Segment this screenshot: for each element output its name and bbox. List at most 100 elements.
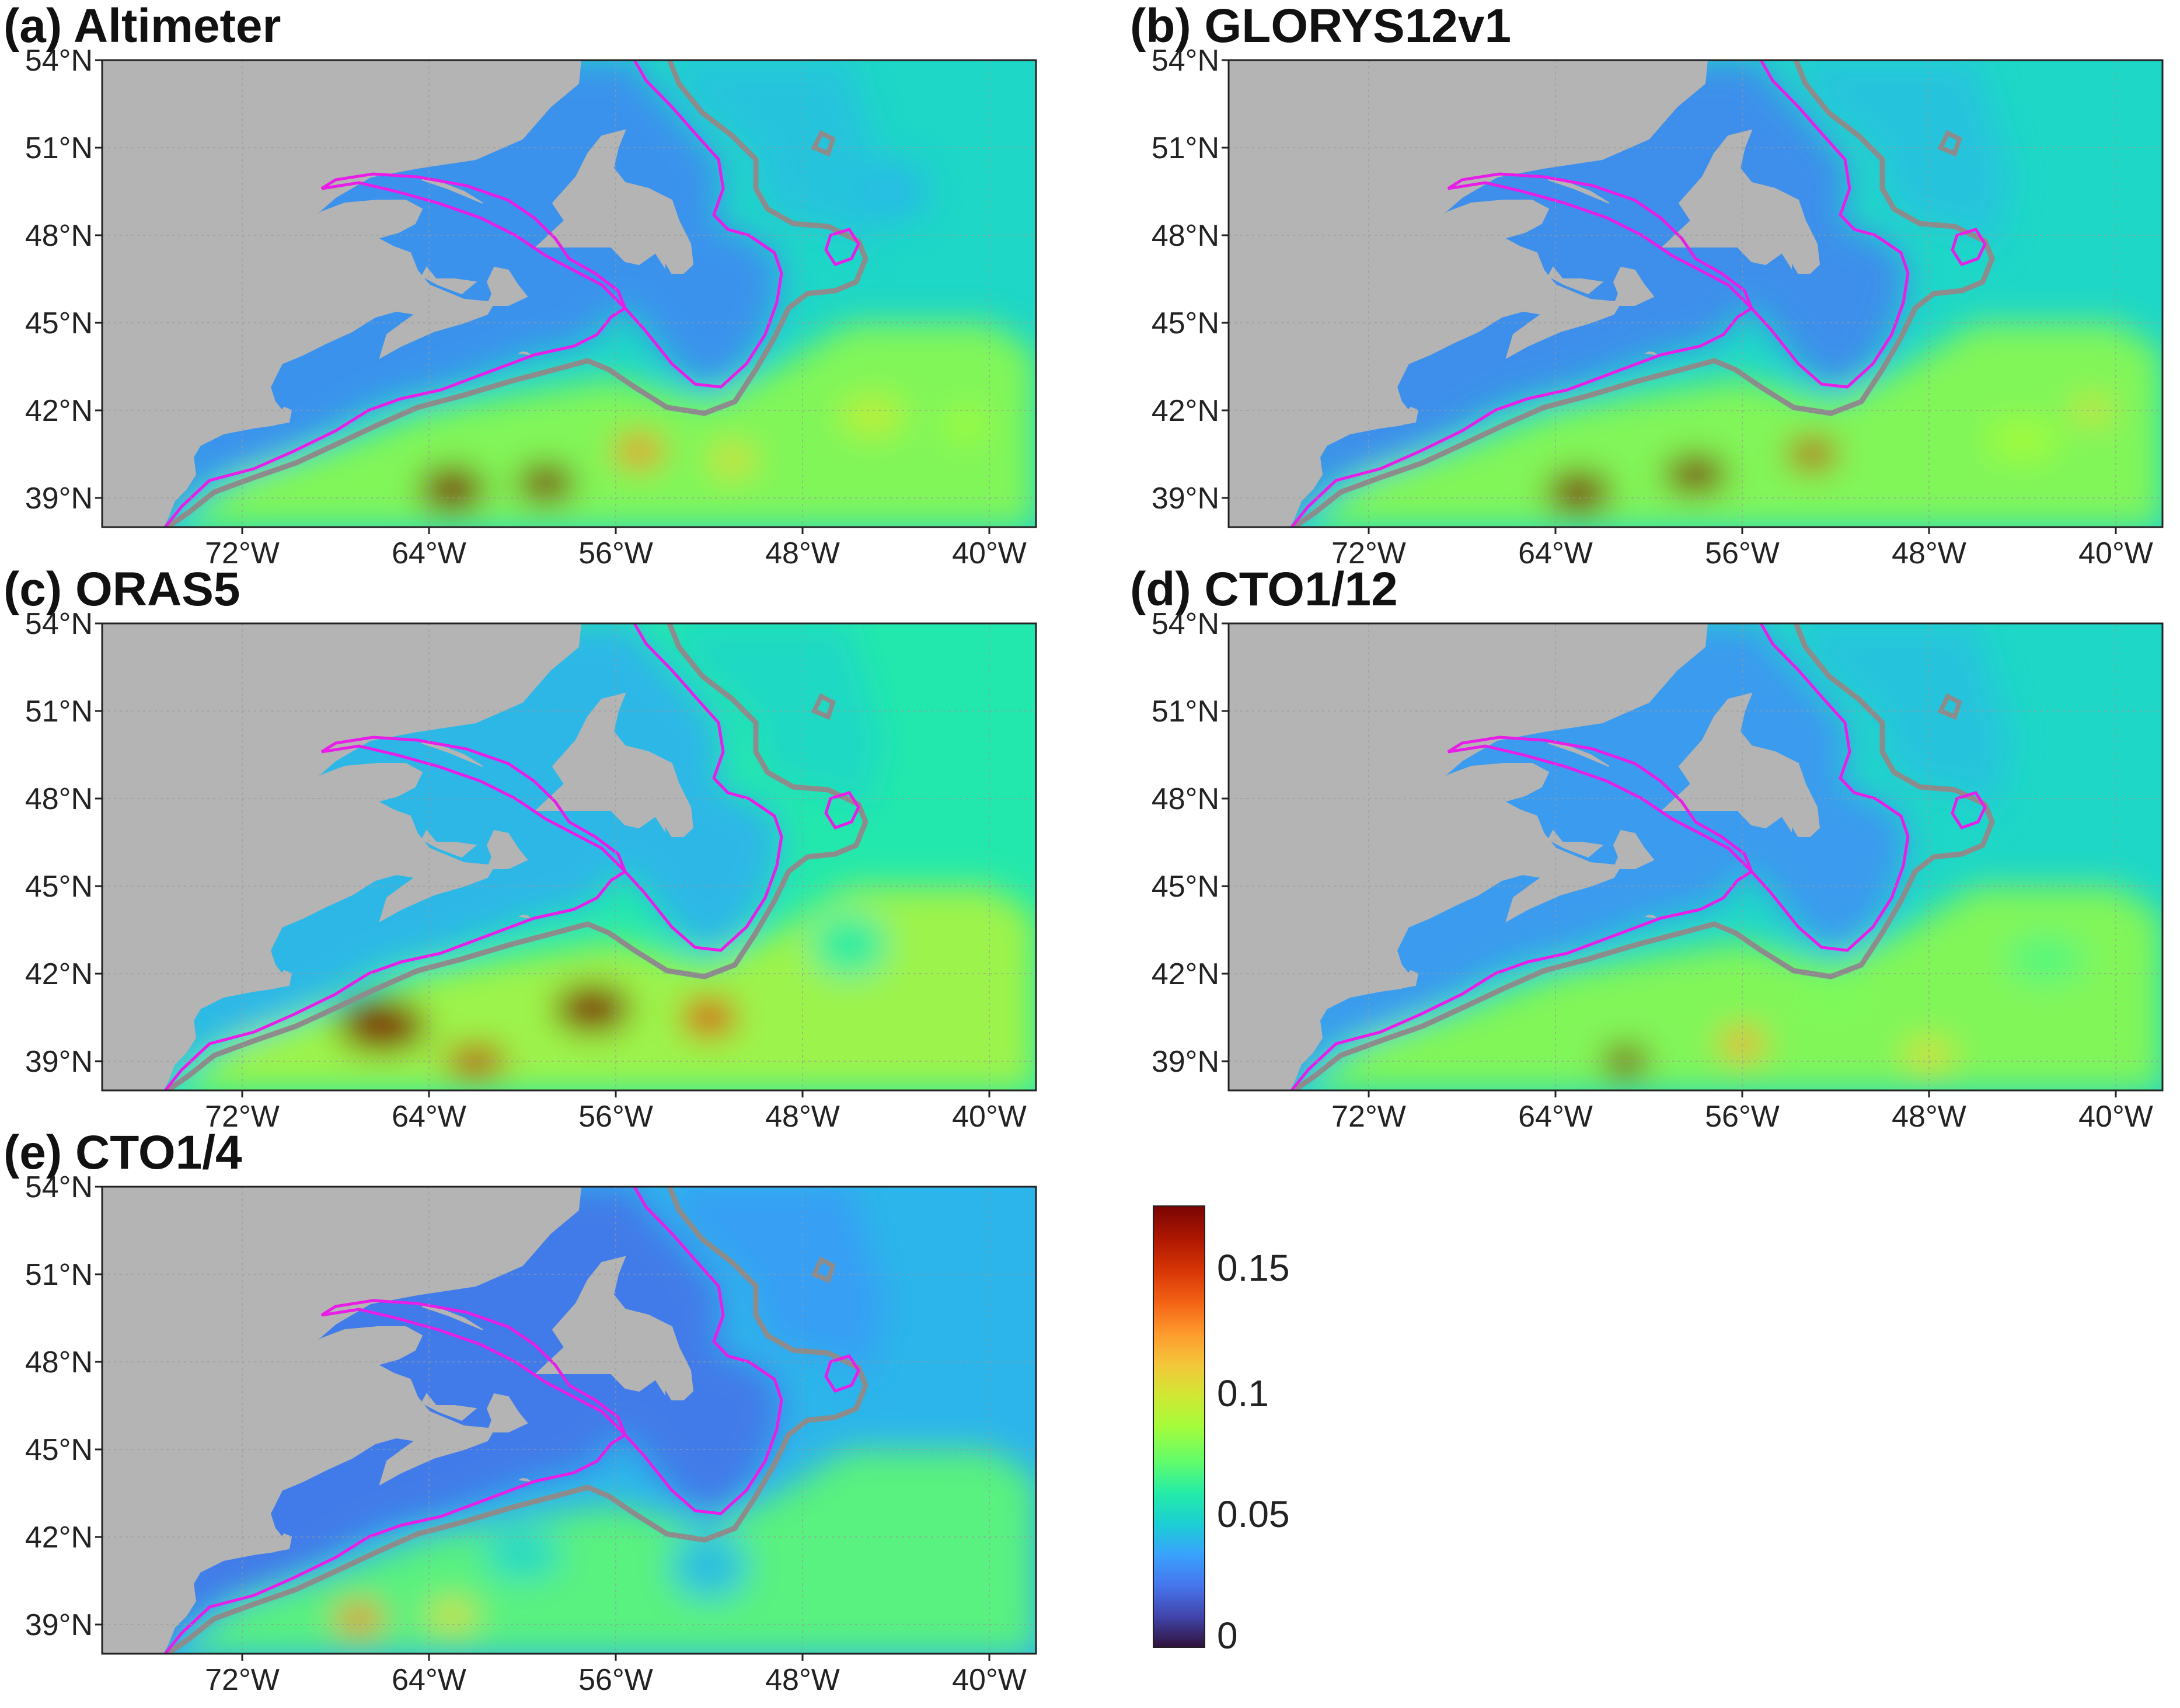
lon-tick-label: 56°W [1705,1100,1780,1134]
panel-title: (d) CTO1/12 [1130,563,1398,616]
contour-laurentian [320,736,627,873]
contour-deep-loop [811,693,836,720]
contour-laurentian [320,1299,627,1436]
lat-tick-label: 45°N [1152,306,1219,340]
plot-frame [101,59,1037,528]
lat-tick-label: 48°N [25,782,93,816]
colorbar-tick-label: 0.15 [1217,1247,1290,1289]
contour-flemish [824,1354,860,1393]
lon-tick-label: 72°W [1331,536,1406,570]
contour-laurentian [320,172,627,309]
panel-title: (e) CTO1/4 [4,1126,242,1179]
map-plot: 39°N 42°N 45°N 48°N 51°N 54°N 72°W 64°W 56°W 48°W… [25,44,1037,570]
lat-tick-label: 48°N [1152,782,1219,816]
contour-shelf [1290,60,1910,527]
contour-deep-loop [1937,130,1962,157]
lon-tick-label: 72°W [205,1100,280,1134]
lat-tick-label: 48°N [1152,219,1219,253]
lon-tick-label: 48°W [765,1663,840,1697]
panel-a: (a) Altimeter 39°N 42°N 45°N 48°N 51°N 54°N 72… [0,0,1051,570]
lat-tick-label: 39°N [25,482,93,515]
lat-tick-label: 51°N [25,1258,93,1292]
lon-tick-label: 40°W [952,1663,1027,1697]
contour-shelf [164,623,783,1090]
lon-tick-label: 48°W [765,536,840,570]
lon-tick-label: 64°W [392,536,466,570]
lat-tick-label: 54°N [25,44,93,78]
lon-tick-label: 40°W [2078,536,2153,570]
colorbar: 0.15 0.1 0.05 0 [1153,1205,1386,1657]
lon-tick-label: 64°W [392,1663,466,1697]
colorbar-bar [1153,1205,1205,1648]
contour-shelf [1290,623,1910,1090]
panel-d: (d) CTO1/12 39°N 42°N 45°N 48°N 51°N 54°N 72°W… [1126,563,2177,1134]
land [1229,60,1820,527]
lat-tick-label: 45°N [25,1433,93,1467]
lat-tick-label: 39°N [1152,1045,1219,1079]
colorbar-tick-label: 0 [1217,1615,1238,1657]
land [102,623,694,1090]
contour-shelf [164,1187,783,1654]
lon-tick-label: 56°W [578,1100,653,1134]
lon-tick-label: 56°W [1705,536,1780,570]
contour-flemish [824,791,860,830]
lon-tick-label: 40°W [952,536,1027,570]
contour-flemish [824,228,860,267]
map-plot: 39°N 42°N 45°N 48°N 51°N 54°N 72°W 64°W 56°W 48°W… [25,607,1037,1134]
contour-flemish [1951,228,1987,267]
contour-deep [166,623,868,1090]
lon-tick-label: 64°W [1518,1100,1593,1134]
lat-tick-label: 51°N [1152,695,1219,728]
land [102,60,694,527]
lat-tick-label: 54°N [1152,44,1219,78]
lon-tick-label: 56°W [578,1663,653,1697]
lon-tick-label: 40°W [952,1100,1027,1134]
contour-laurentian [1447,172,1753,309]
lon-tick-label: 72°W [1331,1100,1406,1134]
lon-tick-label: 72°W [205,1663,280,1697]
map-plot: 39°N 42°N 45°N 48°N 51°N 54°N 72°W 64°W 56°W 48°W… [25,1170,1037,1697]
contour-deep-loop [811,130,836,157]
land [1229,623,1820,1090]
lat-tick-label: 42°N [1152,394,1219,428]
lon-tick-label: 48°W [1892,1100,1966,1134]
lat-tick-label: 42°N [25,1521,93,1554]
contour-deep [1292,623,1995,1090]
lat-tick-label: 39°N [25,1608,93,1642]
contour-flemish [1951,791,1987,830]
lon-tick-label: 56°W [578,536,653,570]
lat-tick-label: 45°N [25,306,93,340]
colorbar-tick-label: 0.05 [1217,1493,1290,1535]
map-plot: 39°N 42°N 45°N 48°N 51°N 54°N 72°W 64°W 56°W 48°W… [1152,607,2164,1134]
lat-tick-label: 42°N [1152,957,1219,991]
plot-frame [1227,622,2164,1092]
map-plot: 39°N 42°N 45°N 48°N 51°N 54°N 72°W 64°W 56°W 48°W… [1152,44,2164,570]
lat-tick-label: 54°N [1152,607,1219,641]
contour-deep-loop [1937,693,1962,720]
plot-frame [101,622,1037,1092]
panel-e: (e) CTO1/4 39°N 42°N 45°N 48°N 51°N 54°N 72°W 6… [0,1126,1051,1697]
lat-tick-label: 54°N [25,607,93,641]
contour-laurentian [1447,736,1753,873]
lat-tick-label: 39°N [25,1045,93,1079]
plot-frame [1227,59,2164,528]
panel-c: (c) ORAS5 39°N 42°N 45°N 48°N 51°N 54°N 72°W 64… [0,563,1051,1134]
panel-title: (b) GLORYS12v1 [1130,0,1512,53]
panel-title: (c) ORAS5 [4,563,240,616]
contour-deep-loop [811,1256,836,1284]
lat-tick-label: 54°N [25,1170,93,1204]
lat-tick-label: 51°N [25,695,93,728]
contour-deep [166,1187,868,1654]
lon-tick-label: 72°W [205,536,280,570]
lat-tick-label: 42°N [25,957,93,991]
lat-tick-label: 48°N [25,1346,93,1379]
lon-tick-label: 48°W [1892,536,1966,570]
contour-deep [166,60,868,527]
land [102,1187,694,1654]
lon-tick-label: 64°W [1518,536,1593,570]
contour-shelf [164,60,783,527]
lat-tick-label: 42°N [25,394,93,428]
plot-frame [101,1186,1037,1655]
contour-deep [1292,60,1995,527]
